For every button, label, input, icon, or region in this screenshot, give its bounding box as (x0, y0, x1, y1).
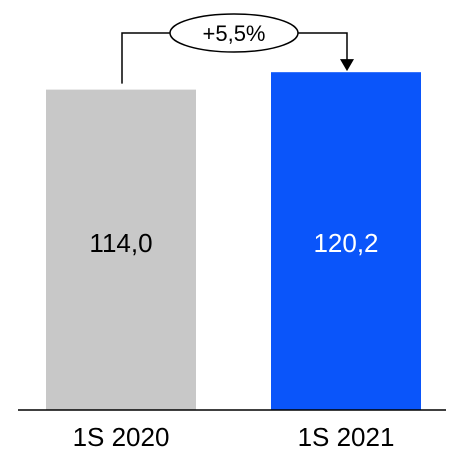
bar-1 (46, 89, 196, 411)
growth-oval (169, 13, 299, 53)
value-label-1: 114,0 (89, 228, 152, 258)
growth-arrow-head (340, 59, 354, 72)
growth-arrow-line (121, 32, 348, 84)
x-tick-label-2: 1S 2021 (298, 422, 395, 452)
bars-group (46, 72, 421, 411)
value-labels-group: 114,0 120,2 (89, 228, 378, 258)
x-tick-labels-group: 1S 2020 1S 2021 (73, 422, 395, 452)
growth-annotation: +5,5% (121, 13, 354, 84)
growth-label: +5,5% (203, 21, 266, 46)
bar-2 (271, 72, 421, 411)
x-tick-label-1: 1S 2020 (73, 422, 170, 452)
value-label-2: 120,2 (313, 228, 378, 258)
